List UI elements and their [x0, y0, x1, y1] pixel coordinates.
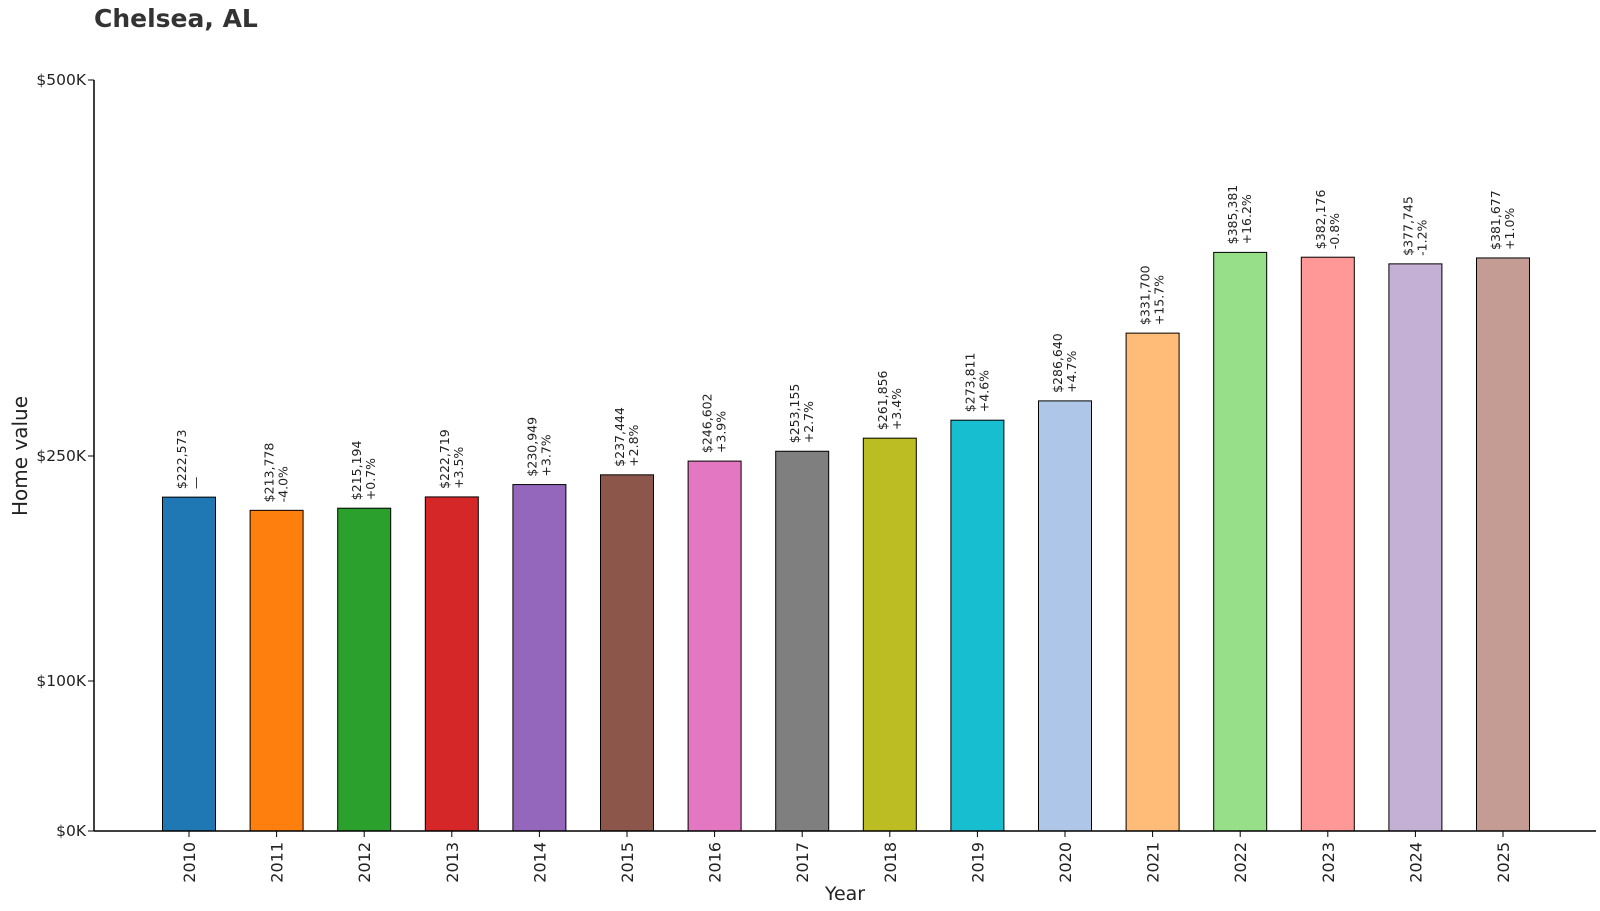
change-label-2013: +3.5%: [451, 447, 466, 489]
bar-2019: [950, 419, 1005, 832]
change-label-2010: —: [188, 477, 203, 490]
value-label-2019: $273,811: [962, 353, 977, 413]
x-tick-label: 2015: [618, 842, 637, 883]
value-label-2017: $253,155: [787, 384, 802, 444]
change-label-2011: -4.0%: [276, 466, 291, 502]
bar-2018: [862, 437, 917, 832]
chart-title: Chelsea, AL: [94, 4, 258, 33]
x-tick-label: 2018: [881, 842, 900, 883]
x-tick-label: 2017: [793, 842, 812, 883]
change-label-2015: +2.8%: [626, 424, 641, 466]
change-label-2014: +3.7%: [538, 434, 553, 476]
bar-2023: [1300, 256, 1355, 832]
change-label-2019: +4.6%: [976, 370, 991, 412]
x-tick-label: 2020: [1056, 842, 1075, 883]
x-ticks-group: 2010 2011 2012 2013 2014 2015 2016 2017 2018 2019…: [180, 831, 1513, 883]
x-tick-label: 2023: [1319, 842, 1338, 883]
bar-2020: [1038, 400, 1092, 832]
change-label-2024: -1.2%: [1414, 219, 1429, 255]
change-label-2025: +1.0%: [1502, 208, 1517, 250]
bar-2014: [512, 484, 567, 832]
axes-group: [93, 80, 1596, 832]
bar-2015: [600, 474, 654, 832]
x-tick-label: 2013: [443, 842, 462, 883]
value-label-2014: $230,949: [524, 417, 539, 477]
bar-2010: [162, 496, 216, 832]
bar-2021: [1125, 332, 1180, 832]
x-tick-label: 2010: [180, 842, 199, 883]
value-label-2015: $237,444: [612, 407, 627, 467]
y-ticks-group: $0K $100K $250K $500K: [36, 71, 94, 840]
x-tick-label: 2025: [1494, 842, 1513, 883]
value-label-2020: $286,640: [1050, 333, 1065, 393]
bar-2024: [1388, 263, 1443, 832]
change-label-2022: +16.2%: [1239, 194, 1254, 244]
y-tick-label: $250K: [36, 447, 86, 465]
change-label-2021: +15.7%: [1152, 275, 1167, 325]
value-label-2024: $377,745: [1400, 196, 1415, 256]
value-label-2023: $382,176: [1313, 190, 1328, 250]
bar-2017: [775, 450, 830, 832]
bars-group: [162, 251, 1530, 832]
bar-labels-group: $222,573— $213,778 -4.0% $215,194 +0.7% $222,…: [174, 185, 1517, 503]
value-label-2013: $222,719: [437, 429, 452, 489]
x-tick-label: 2014: [530, 842, 549, 883]
x-tick-label: 2019: [968, 842, 987, 883]
bar-2016: [687, 460, 742, 832]
bar-2022: [1213, 251, 1268, 832]
x-tick-label: 2012: [355, 842, 374, 883]
y-tick-label: $500K: [36, 71, 86, 89]
value-label-2012: $215,194: [349, 441, 364, 501]
x-tick-label: 2021: [1144, 842, 1163, 883]
bar-2025: [1476, 257, 1530, 832]
value-label-2022: $385,381: [1225, 185, 1240, 245]
x-tick-label: 2011: [268, 842, 287, 883]
y-tick-label: $0K: [56, 822, 87, 840]
value-label-2011: $213,778: [262, 443, 277, 503]
change-label-2016: +3.9%: [714, 411, 729, 453]
y-tick-label: $100K: [36, 672, 86, 690]
x-tick-label: 2016: [706, 842, 725, 883]
change-label-2018: +3.4%: [889, 388, 904, 430]
change-label-2020: +4.7%: [1064, 351, 1079, 393]
value-label-2010: $222,573: [174, 429, 189, 489]
value-label-2025: $381,677: [1488, 190, 1503, 250]
y-axis-label: Home value: [8, 396, 32, 516]
change-label-2023: -0.8%: [1327, 213, 1342, 249]
value-label-2018: $261,856: [875, 370, 890, 430]
change-label-2017: +2.7%: [801, 401, 816, 443]
bar-2013: [424, 496, 479, 832]
change-label-2012: +0.7%: [363, 458, 378, 500]
bar-2011: [249, 509, 304, 832]
x-axis-label: Year: [824, 883, 865, 905]
bar-2012: [337, 507, 392, 832]
value-label-2016: $246,602: [700, 393, 715, 453]
x-tick-label: 2024: [1406, 842, 1425, 883]
x-tick-label: 2022: [1231, 842, 1250, 883]
value-label-2021: $331,700: [1138, 265, 1153, 325]
